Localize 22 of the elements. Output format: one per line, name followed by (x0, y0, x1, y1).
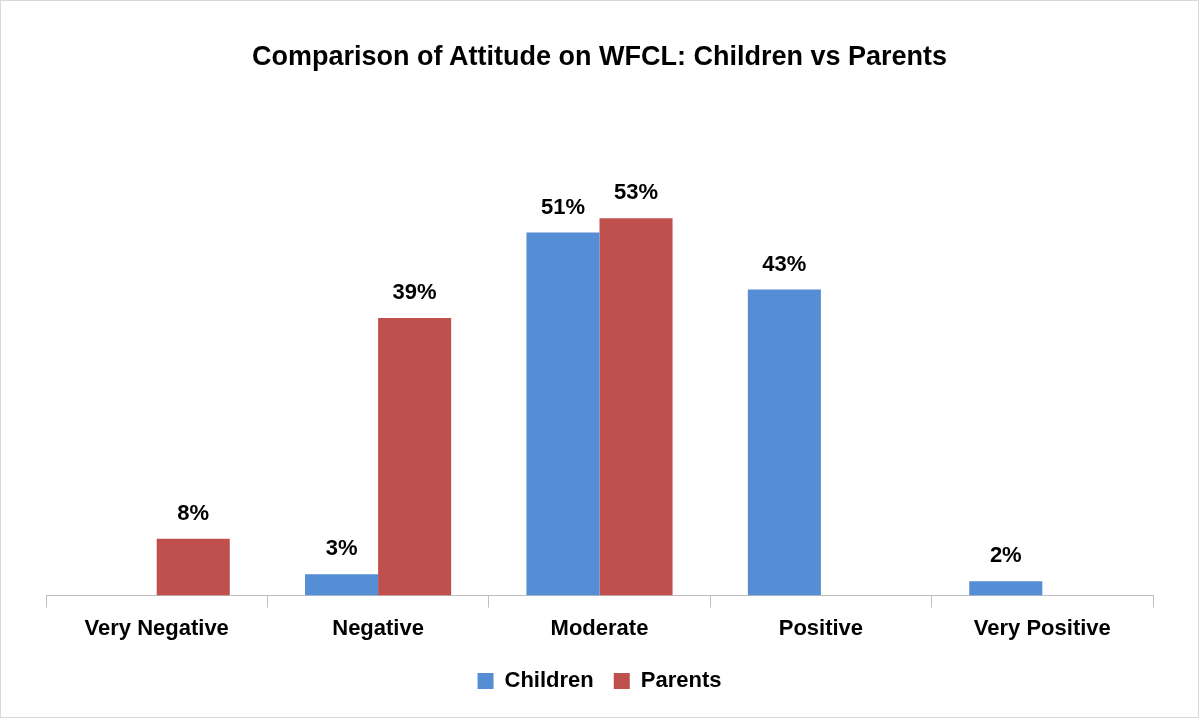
bar (747, 289, 821, 596)
bar (156, 538, 230, 596)
data-label: 51% (540, 193, 585, 219)
data-label: 3% (325, 535, 358, 561)
x-tick-label: Very Positive (973, 614, 1111, 640)
legend-label: Parents (640, 667, 722, 693)
x-tick-label: Positive (778, 614, 864, 640)
x-tick-label: Very Negative (84, 614, 229, 640)
data-label: 53% (614, 179, 659, 205)
data-label: 43% (762, 250, 807, 276)
bar (969, 581, 1043, 596)
x-tick-label: Moderate (550, 614, 649, 640)
data-label: 39% (392, 278, 437, 304)
bar (599, 218, 673, 596)
bar (378, 317, 452, 596)
data-label: 8% (177, 499, 210, 525)
legend-label: Children (504, 667, 594, 693)
data-label: 2% (989, 542, 1022, 568)
x-tick-label: Negative (332, 614, 424, 640)
bar (305, 574, 379, 596)
bar (526, 232, 600, 596)
chart-title: Comparison of Attitude on WFCL: Children vs Parents (251, 40, 948, 71)
